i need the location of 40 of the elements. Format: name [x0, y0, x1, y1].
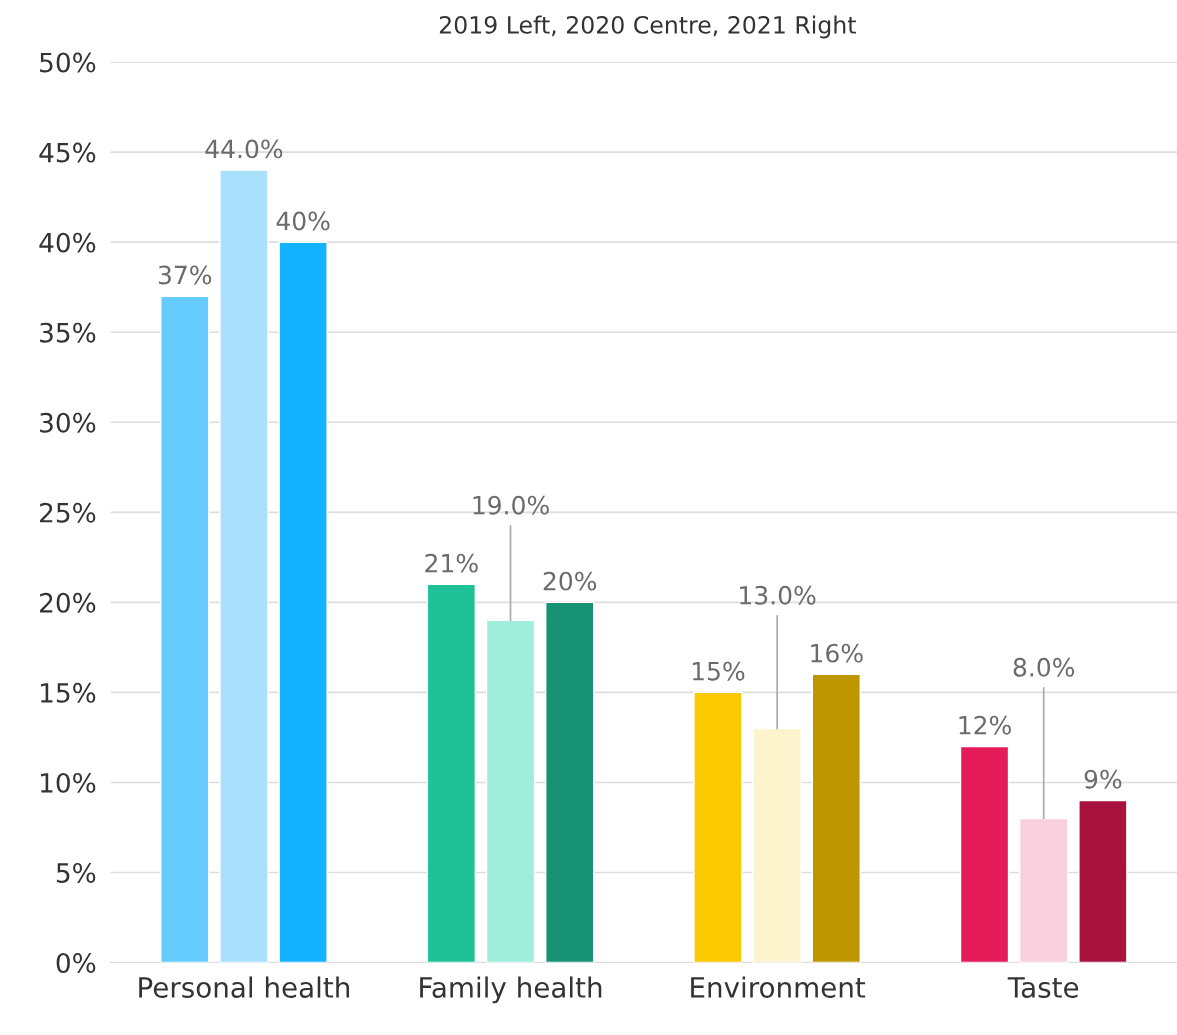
- bar: [426, 583, 477, 963]
- y-tick-label: 10%: [40, 772, 96, 793]
- data-label: 21%: [425, 553, 478, 573]
- bar: [1078, 799, 1128, 963]
- bar: [545, 601, 595, 963]
- data-label: 9%: [1084, 769, 1122, 789]
- bar: [278, 241, 328, 963]
- data-label: 44.0%: [205, 139, 283, 159]
- bar: [1019, 817, 1069, 963]
- bar: [160, 295, 210, 963]
- y-tick-label: 0%: [56, 952, 96, 973]
- bar: [485, 619, 536, 963]
- x-tick-label: Taste: [1007, 977, 1079, 998]
- x-tick-label: Family health: [420, 976, 602, 1004]
- y-tick-label: 30%: [40, 412, 96, 433]
- x-tick-label: Environment: [691, 976, 866, 998]
- y-tick-label: 5%: [56, 862, 96, 883]
- y-tick-label: 50%: [40, 52, 96, 73]
- bar: [752, 727, 802, 963]
- y-tick-label: 20%: [40, 592, 96, 613]
- bar: [219, 169, 269, 963]
- y-tick-label: 45%: [39, 142, 96, 163]
- data-label: 20%: [543, 571, 597, 591]
- x-tick-label: Personal health: [139, 976, 349, 998]
- data-label: 12%: [959, 715, 1011, 735]
- data-label: 13.0%: [740, 585, 816, 605]
- y-tick-label: 15%: [40, 682, 96, 703]
- data-label: 8.0%: [1013, 657, 1075, 677]
- data-label: 37%: [158, 265, 212, 285]
- data-label: 40%: [276, 211, 330, 231]
- data-label: 16%: [811, 643, 863, 663]
- y-tick-label: 25%: [40, 502, 96, 523]
- y-tick-label: 40%: [39, 232, 96, 253]
- data-label: 19.0%: [473, 495, 549, 515]
- bar: [693, 691, 743, 963]
- y-tick-label: 35%: [40, 322, 96, 343]
- chart-title: 2019 Left, 2020 Centre, 2021 Right: [439, 15, 856, 39]
- bar: [811, 673, 861, 963]
- bar: [959, 745, 1010, 963]
- data-label: 15%: [692, 661, 745, 681]
